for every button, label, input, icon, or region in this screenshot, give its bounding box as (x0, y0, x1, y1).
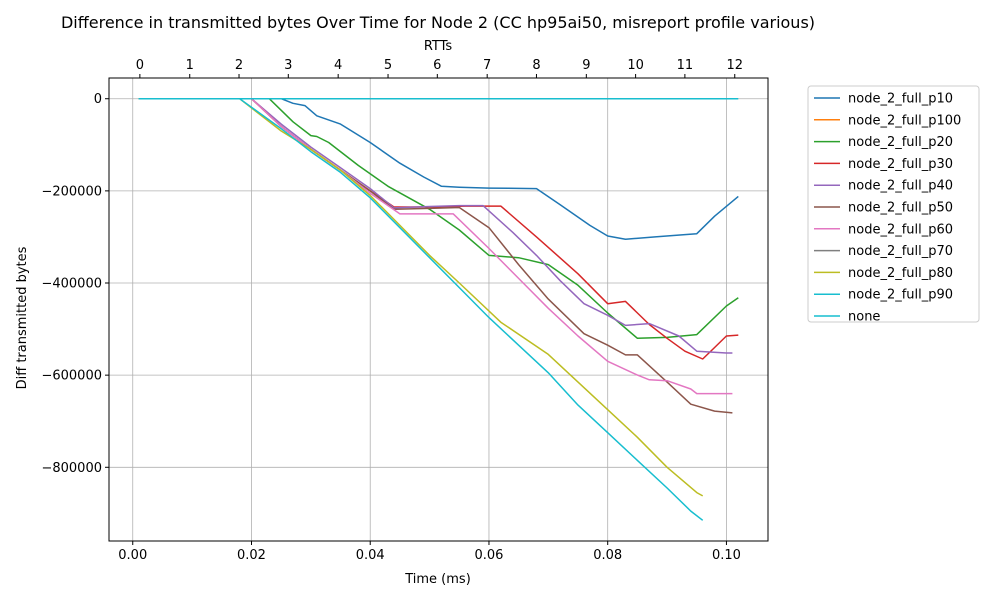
top-tick-label: 6 (433, 58, 441, 73)
series-line-node_2_full_p60 (138, 97, 733, 395)
legend-entry: node_2_full_p80 (848, 266, 953, 281)
chart-title: Difference in transmitted bytes Over Tim… (61, 13, 815, 32)
series-line-node_2_full_p40 (138, 97, 733, 354)
x-tick-label: 0.00 (118, 548, 147, 563)
series-line-node_2_full_p90 (138, 97, 704, 521)
top-tick-label: 3 (284, 58, 292, 73)
plot-frame (108, 77, 769, 542)
series-line-node_2_full_p10 (138, 97, 739, 240)
y-tick-label: 0 (94, 92, 102, 107)
x-tick-label: 0.02 (237, 548, 266, 563)
top-tick-label: 10 (627, 58, 644, 73)
top-tick-label: 0 (136, 58, 144, 73)
top-tick-label: 2 (235, 58, 243, 73)
legend-entry: node_2_full_p20 (848, 135, 953, 150)
legend-entry: node_2_full_p40 (848, 179, 953, 194)
plot-area: 0.00 0.02 0.04 0.06 0.08 0.10 0 −200000 −400000 −… (41, 58, 769, 563)
series-line-node_2_full_p50 (138, 97, 733, 414)
top-axis-label: RTTs (424, 39, 453, 54)
legend-box (807, 85, 980, 323)
top-tick-label: 8 (532, 58, 540, 73)
x-axis-label: Time (ms) (404, 572, 471, 587)
x-tick-label: 0.10 (712, 548, 741, 563)
x-tick-label: 0.06 (474, 548, 503, 563)
y-tick-label: −600000 (41, 369, 102, 384)
legend-entry: node_2_full_p70 (848, 244, 953, 259)
y-tick-label: −400000 (41, 277, 102, 292)
legend-entry: node_2_full_p10 (848, 92, 953, 107)
top-tick-label: 11 (677, 58, 694, 73)
legend-entry: none (848, 310, 880, 325)
top-tick-label: 12 (726, 58, 743, 73)
top-tick-label: 9 (582, 58, 590, 73)
y-axis-label: Diff transmitted bytes (15, 246, 30, 389)
top-tick-label: 4 (334, 58, 342, 73)
legend-entry: node_2_full_p30 (848, 157, 953, 172)
top-tick-label: 5 (384, 58, 392, 73)
x-tick-label: 0.08 (593, 548, 622, 563)
series-line-node_2_full_p30 (138, 97, 739, 360)
series-line-node_2_full_p80 (138, 97, 704, 497)
top-tick-label: 1 (186, 58, 194, 73)
legend-entry: node_2_full_p100 (848, 113, 961, 128)
y-tick-label: −200000 (41, 184, 102, 199)
x-tick-label: 0.04 (356, 548, 385, 563)
series-line-node_2_full_p20 (138, 97, 739, 340)
legend-entry: node_2_full_p50 (848, 201, 953, 216)
legend-entry: node_2_full_p60 (848, 222, 953, 237)
legend-entry: node_2_full_p90 (848, 288, 953, 303)
top-tick-label: 7 (483, 58, 491, 73)
y-tick-label: −800000 (41, 461, 102, 476)
legend: node_2_full_p10 node_2_full_p100 node_2_fu… (807, 85, 980, 325)
